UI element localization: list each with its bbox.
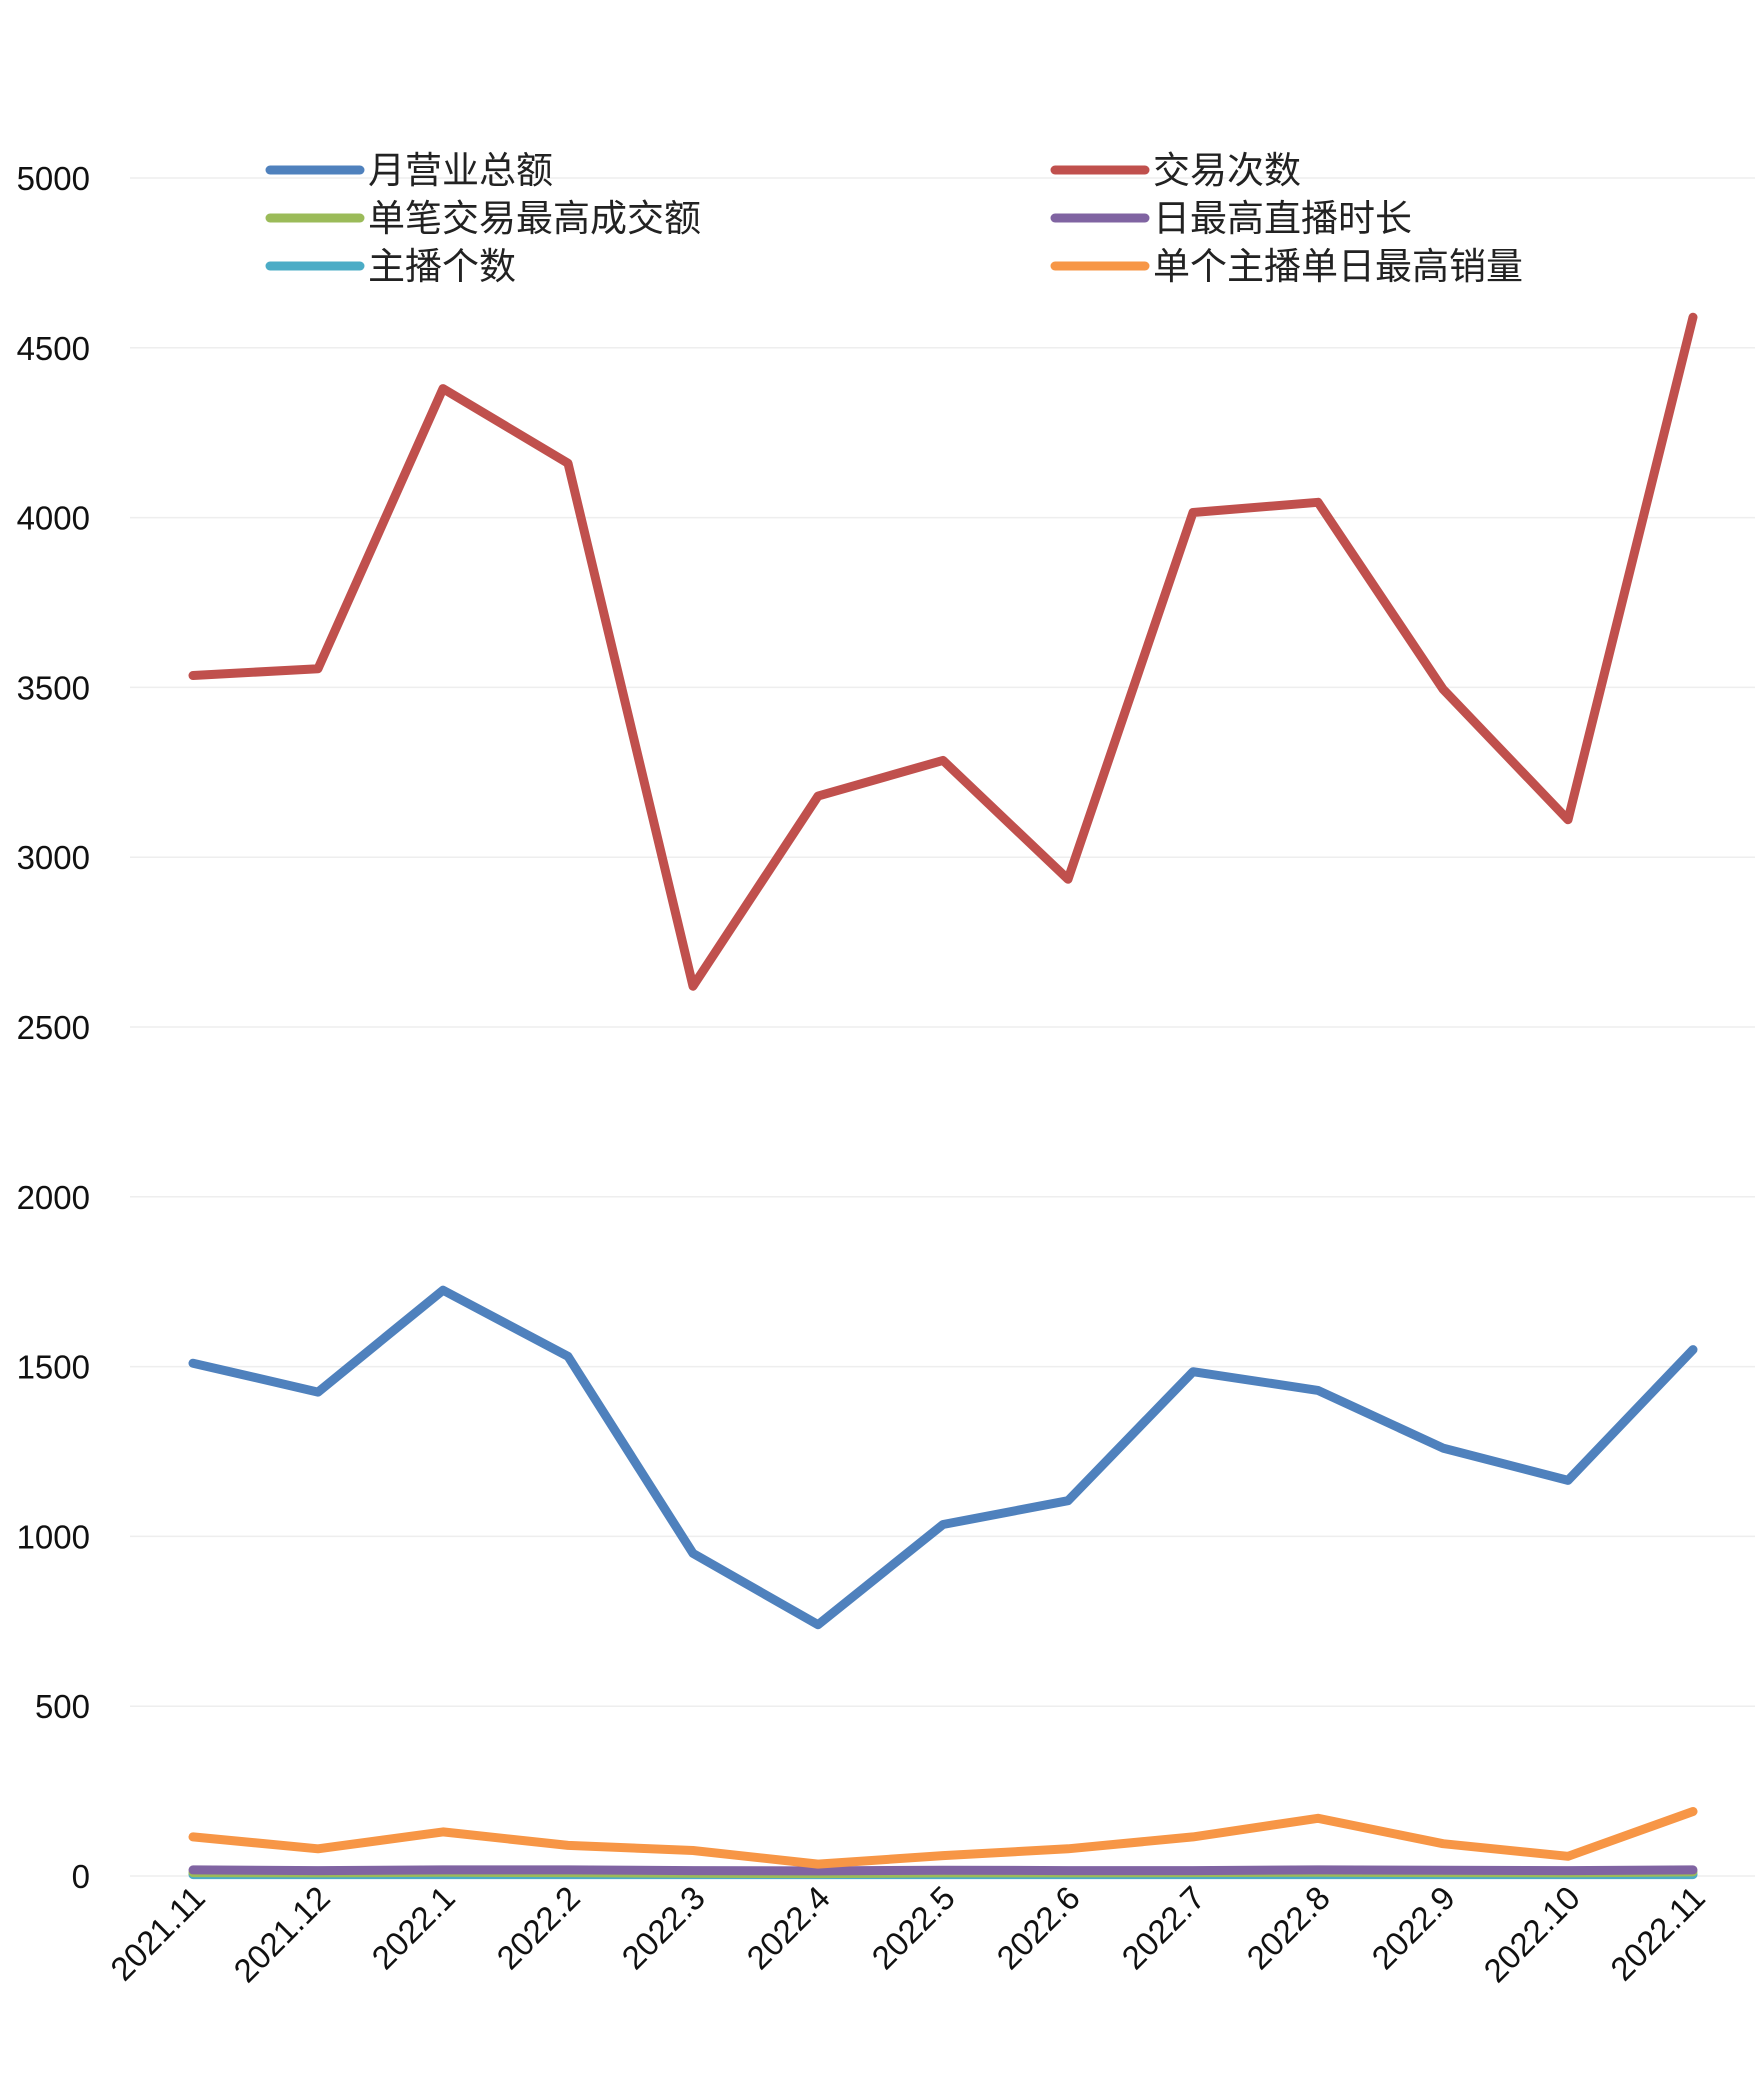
y-tick-label: 5000	[17, 160, 90, 197]
y-tick-label: 500	[35, 1688, 90, 1725]
x-tick-label: 2022.4	[739, 1879, 837, 1977]
x-tick-label: 2022.8	[1239, 1879, 1337, 1977]
series-layer	[188, 312, 1698, 1880]
x-tick-label: 2022.3	[614, 1879, 712, 1977]
legend-item: 单个主播单日最高销量	[1050, 245, 1523, 288]
y-tick-label: 3500	[17, 669, 90, 706]
x-tick-label: 2021.12	[226, 1879, 337, 1990]
x-tick-label: 2022.10	[1476, 1879, 1587, 1990]
y-tick-label: 3000	[17, 839, 90, 876]
y-tick-label: 2500	[17, 1009, 90, 1046]
y-tick-label: 1500	[17, 1349, 90, 1386]
x-tick-label: 2022.9	[1364, 1879, 1462, 1977]
series-line-1	[188, 312, 1698, 991]
x-tick-label: 2022.1	[364, 1879, 462, 1977]
x-tick-label: 2021.11	[103, 1879, 212, 1988]
series-line-3	[188, 1865, 1698, 1876]
y-tick-label: 2000	[17, 1179, 90, 1216]
y-tick-label: 0	[72, 1858, 90, 1895]
legend-label: 单笔交易最高成交额	[368, 197, 701, 240]
legend-label: 月营业总额	[368, 149, 553, 192]
legend-label: 交易次数	[1153, 149, 1301, 192]
series-line-0	[188, 1285, 1698, 1630]
legend-label: 主播个数	[368, 245, 516, 288]
legend-item: 交易次数	[1050, 149, 1301, 192]
series-line-5	[188, 1807, 1698, 1869]
y-tick-label: 4500	[17, 330, 90, 367]
x-tick-label: 2022.11	[1603, 1879, 1712, 1988]
legend-item: 主播个数	[265, 245, 516, 288]
legend-item: 单笔交易最高成交额	[265, 197, 701, 240]
x-tick-label: 2022.6	[989, 1879, 1087, 1977]
legend-label: 日最高直播时长	[1153, 197, 1412, 240]
x-tick-label: 2022.7	[1114, 1879, 1212, 1977]
y-axis-ticks: 0 500 1000 1500 2000 2500 3000 3500 4000 4500 5000	[17, 160, 90, 1895]
x-tick-label: 2022.2	[489, 1879, 587, 1977]
x-tick-label: 2022.5	[864, 1879, 962, 1977]
legend-item: 月营业总额	[265, 149, 553, 192]
y-tick-label: 4000	[17, 500, 90, 537]
y-tick-label: 1000	[17, 1518, 90, 1555]
legend-label: 单个主播单日最高销量	[1153, 245, 1523, 288]
x-axis-ticks: 2021.11 2021.12 2022.1 2022.2 2022.3 2022.4 20…	[103, 1879, 1712, 1990]
grid-layer	[130, 177, 1755, 1877]
legend-item: 日最高直播时长	[1050, 197, 1412, 240]
